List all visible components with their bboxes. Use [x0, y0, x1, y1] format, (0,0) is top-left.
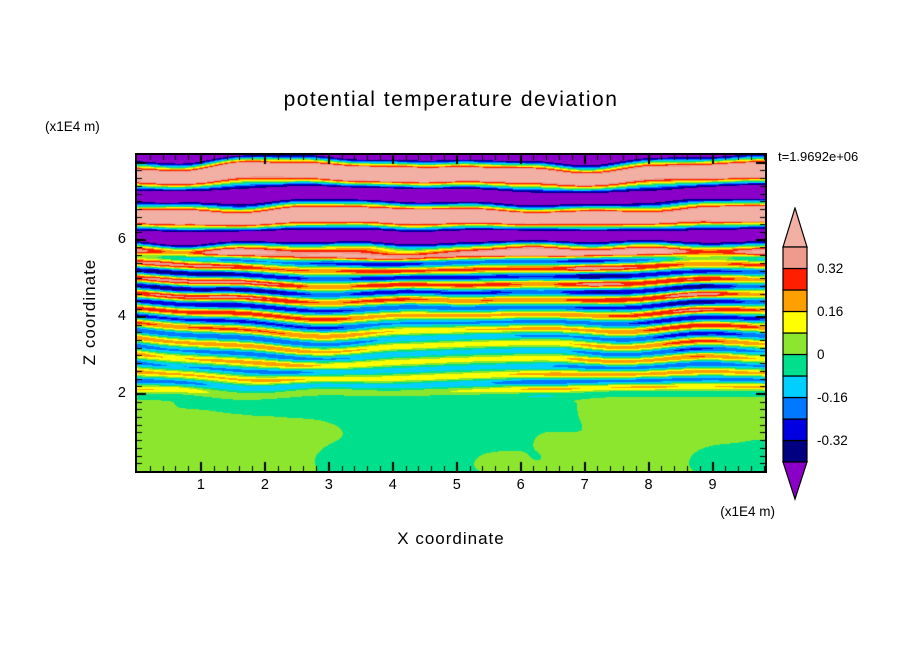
x-tick-label: 9: [708, 477, 717, 493]
plot-area: [135, 153, 767, 473]
colorbar-segment: [782, 267, 808, 291]
heatmap-canvas: [137, 155, 765, 471]
colorbar: [782, 205, 808, 501]
colorbar-segment: [782, 375, 808, 399]
y-tick-label: 4: [117, 307, 126, 324]
colorbar-segment: [782, 396, 808, 420]
y-axis-unit-label: (x1E4 m): [45, 119, 100, 134]
colorbar-over-arrow: [782, 205, 808, 248]
x-axis-title: X coordinate: [397, 529, 505, 548]
y-tick-label: 6: [117, 230, 126, 247]
colorbar-segment: [782, 246, 808, 270]
y-tick-label: 2: [117, 384, 126, 401]
colorbar-tick-label: 0.16: [817, 303, 844, 319]
colorbar-tick-label: 0: [817, 346, 825, 362]
colorbar-segment: [782, 418, 808, 442]
colorbar-tick-label: -0.32: [817, 432, 848, 448]
colorbar-segment: [782, 332, 808, 356]
x-tick-label: 8: [644, 477, 653, 493]
chart-title: potential temperature deviation: [283, 88, 619, 111]
x-tick-label: 5: [452, 477, 461, 493]
colorbar-under-arrow: [782, 461, 808, 501]
x-tick-label: 1: [196, 477, 205, 493]
y-axis-title: Z coordinate: [80, 258, 99, 366]
x-tick-label: 3: [324, 477, 333, 493]
x-tick-label: 6: [516, 477, 525, 493]
time-annotation: t=1.9692e+06: [778, 149, 859, 164]
colorbar-segment: [782, 353, 808, 377]
colorbar-segment: [782, 439, 808, 463]
colorbar-segment: [782, 289, 808, 313]
x-tick-label: 4: [388, 477, 397, 493]
x-axis-unit-label: (x1E4 m): [720, 504, 775, 519]
colorbar-tick-label: 0.32: [817, 260, 844, 276]
x-tick-label: 7: [580, 477, 589, 493]
colorbar-tick-label: -0.16: [817, 389, 848, 405]
x-tick-label: 2: [260, 477, 269, 493]
colorbar-segment: [782, 310, 808, 334]
